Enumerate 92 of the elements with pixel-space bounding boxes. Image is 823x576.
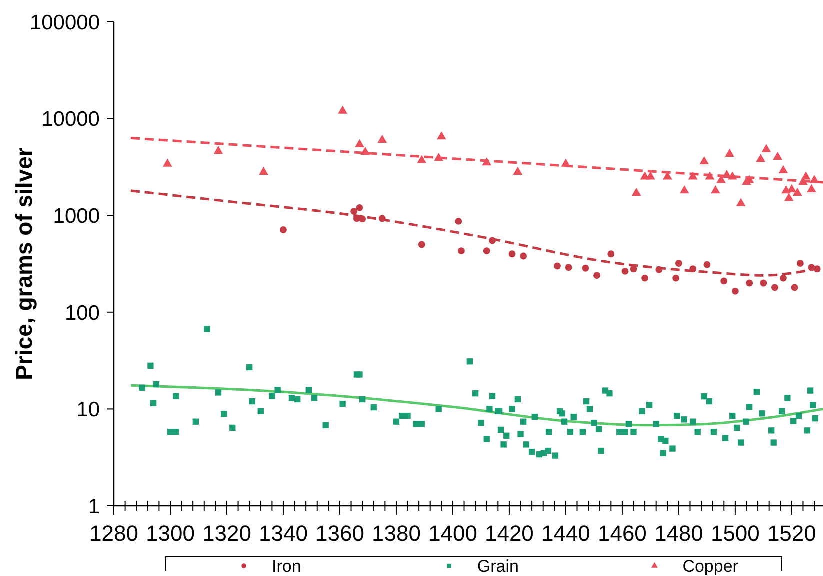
point <box>455 218 462 225</box>
point <box>280 226 287 234</box>
point <box>489 237 496 244</box>
x-tick-label: 1420 <box>484 521 534 546</box>
point <box>554 262 561 270</box>
point <box>338 106 348 114</box>
x-tick-label: 1280 <box>90 521 138 546</box>
point <box>458 248 465 255</box>
point <box>690 266 697 273</box>
point <box>632 188 642 196</box>
point <box>608 250 615 258</box>
point <box>214 146 224 154</box>
point <box>417 155 427 164</box>
point <box>594 272 600 280</box>
point <box>418 241 426 248</box>
x-tick-label: 1440 <box>541 521 590 546</box>
point <box>801 172 811 180</box>
x-tick-label: 1520 <box>767 521 816 546</box>
point <box>762 144 772 152</box>
point <box>513 166 523 176</box>
point <box>646 172 656 180</box>
y-tick-label: 10 <box>76 398 100 422</box>
point <box>642 274 649 282</box>
point <box>732 288 739 295</box>
point <box>778 165 788 174</box>
point <box>807 184 816 192</box>
point <box>814 266 821 273</box>
x-tick-label: 1320 <box>202 521 252 546</box>
point <box>359 216 366 223</box>
point <box>162 158 172 167</box>
x-tick-label: 1500 <box>710 521 760 546</box>
point <box>808 264 816 272</box>
point <box>483 248 490 255</box>
point <box>360 146 370 156</box>
point <box>700 156 710 164</box>
point <box>773 152 782 160</box>
point <box>792 188 802 196</box>
point <box>746 280 754 287</box>
point <box>378 215 386 222</box>
y-axis-title: Price, grams of silver <box>11 148 37 380</box>
x-tick-label: 1300 <box>146 521 195 546</box>
point <box>672 274 680 282</box>
point <box>259 166 268 176</box>
point <box>680 185 690 194</box>
point <box>810 175 820 184</box>
point <box>780 274 787 282</box>
point <box>688 172 698 180</box>
point <box>756 154 766 162</box>
point <box>561 158 571 167</box>
x-tick-label: 1460 <box>598 521 647 546</box>
point <box>656 266 663 274</box>
point <box>787 184 797 192</box>
point <box>434 152 444 162</box>
point <box>630 266 638 273</box>
point <box>508 250 516 258</box>
y-tick-label: 100000 <box>30 11 100 34</box>
x-tick-label: 1400 <box>428 521 478 546</box>
point <box>705 172 715 180</box>
point <box>728 172 738 180</box>
y-tick-label: 100 <box>64 302 100 325</box>
point <box>582 264 590 272</box>
point <box>791 284 798 292</box>
point <box>355 139 364 148</box>
point <box>482 158 492 166</box>
point <box>725 148 734 157</box>
point <box>520 252 528 260</box>
point <box>796 260 804 267</box>
point <box>772 284 778 292</box>
point <box>760 280 768 287</box>
point <box>704 261 711 268</box>
point <box>736 198 746 206</box>
legend-label: Iron <box>272 557 302 576</box>
x-tick-label: 1360 <box>316 521 364 546</box>
point <box>356 204 364 212</box>
point <box>378 134 388 143</box>
point <box>710 185 720 194</box>
x-tick-label: 1480 <box>654 521 704 546</box>
y-tick-label: 1000 <box>53 204 100 228</box>
legend-label: Copper <box>682 557 739 576</box>
legend-label: Grain <box>477 557 519 576</box>
point <box>720 278 728 285</box>
y-tick-label: 1 <box>88 495 100 518</box>
line-series <box>130 384 823 427</box>
point <box>436 132 446 140</box>
point <box>622 268 629 275</box>
point <box>675 260 682 267</box>
x-tick-label: 1340 <box>259 521 308 546</box>
point <box>350 208 358 216</box>
point <box>784 193 794 202</box>
point <box>565 264 572 272</box>
y-tick-label: 10000 <box>42 108 100 132</box>
x-tick-label: 1380 <box>372 521 421 546</box>
